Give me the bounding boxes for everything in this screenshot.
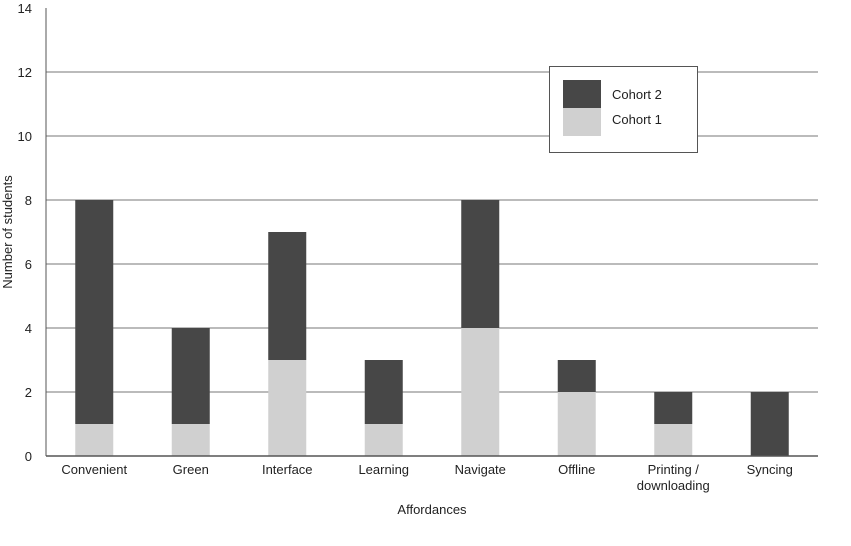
bar-cohort-1	[75, 424, 114, 456]
bar-cohort-1	[557, 392, 596, 456]
x-tick-label: Printing /	[648, 462, 700, 477]
x-tick-label: Offline	[558, 462, 595, 477]
bar-cohort-2	[364, 360, 403, 424]
legend-label: Cohort 2	[612, 87, 662, 102]
bar-cohort-2	[268, 232, 307, 360]
x-tick-label: Syncing	[747, 462, 793, 477]
bar-cohort-1	[461, 328, 500, 456]
bar-cohort-1	[654, 424, 693, 456]
y-tick-label: 2	[25, 385, 32, 400]
y-tick-label: 10	[18, 129, 32, 144]
bar-cohort-2	[557, 360, 596, 392]
bar-cohort-2	[654, 392, 693, 424]
x-tick-label: Convenient	[61, 462, 127, 477]
bar-cohort-1	[268, 360, 307, 456]
bar-cohort-2	[171, 328, 210, 424]
y-tick-label: 8	[25, 193, 32, 208]
y-tick-label: 6	[25, 257, 32, 272]
x-tick-label: downloading	[637, 478, 710, 493]
x-tick-label: Navigate	[455, 462, 506, 477]
y-tick-label: 12	[18, 65, 32, 80]
x-axis-label: Affordances	[397, 502, 467, 517]
x-tick-label: Green	[173, 462, 209, 477]
gridlines	[46, 71, 818, 393]
y-tick-label: 14	[18, 1, 32, 16]
bar-cohort-2	[750, 392, 789, 456]
legend-label: Cohort 1	[612, 112, 662, 127]
bar-cohort-2	[75, 200, 114, 424]
x-tick-labels: Convenient Green Interface Learning Navigate…	[61, 462, 793, 493]
y-tick-labels: 0 2 4 6 8 10 12 14	[18, 1, 32, 464]
y-axis-label: Number of students	[0, 175, 15, 289]
y-tick-label: 4	[25, 321, 32, 336]
y-tick-label: 0	[25, 449, 32, 464]
bar-cohort-1	[171, 424, 210, 456]
legend-swatch	[563, 80, 601, 108]
bar-cohort-1	[364, 424, 403, 456]
legend: Cohort 2 Cohort 1	[549, 66, 698, 153]
x-tick-label: Interface	[262, 462, 313, 477]
legend-swatch	[563, 108, 601, 136]
bars	[75, 200, 789, 456]
x-tick-label: Learning	[358, 462, 409, 477]
bar-cohort-2	[461, 200, 500, 328]
